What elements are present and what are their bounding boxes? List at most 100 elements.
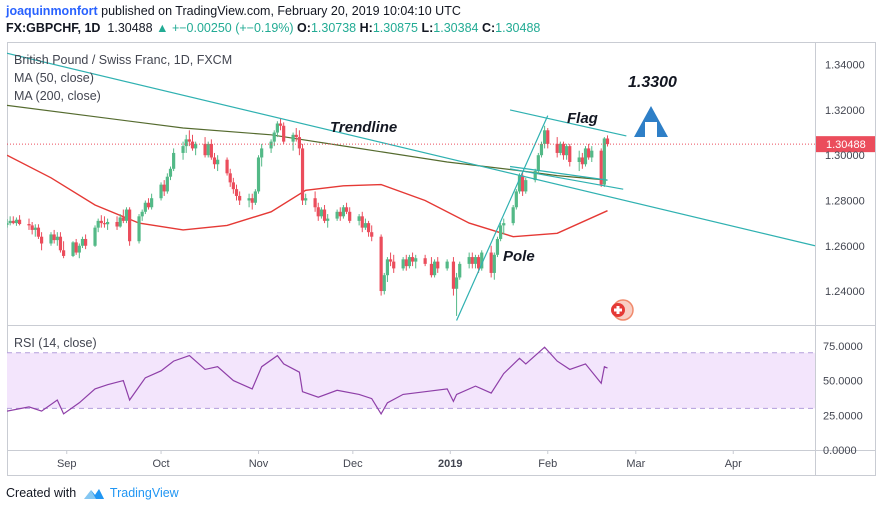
price-tick-label: 1.34000 [825,60,865,72]
price-tick-label: 1.26000 [825,241,865,253]
candle-body [297,137,301,149]
low-value: 1.30384 [433,21,479,35]
candle-body [140,211,144,217]
annotation-pole: Pole [503,248,535,265]
candle-body [300,148,305,201]
candle-body [216,159,220,165]
candle-body [533,171,537,181]
ohlc-line: FX:GBPCHF, 1D 1.30488 ▲ +−0.00250 (+−0.1… [6,20,876,37]
candle-body [159,184,163,199]
price-axis: 1.34000 1.32000 1.30000 1.28000 1.26000 1.240… [825,60,865,298]
symbol-label: FX:GBPCHF, 1D [6,21,101,35]
candle-body [407,257,412,267]
chart-border [7,42,876,476]
target-arrow-icon [634,106,668,137]
candle-body [80,238,85,246]
candle-body [404,259,408,267]
candle-body [467,257,471,264]
trendline-line [0,51,816,247]
candle-body [470,257,474,264]
ma50-line [6,154,608,238]
footer: Created with TradingView [6,486,179,500]
candle-body [168,168,173,177]
candle-body [71,242,75,256]
candle-body [414,258,418,262]
candle-body [480,252,484,269]
candle-body [473,257,478,264]
channel-lower-line [509,168,624,190]
candle-body [247,198,251,201]
candle-body [590,150,594,158]
candle-body [33,227,37,230]
candle-body [568,146,572,162]
candle-body [363,223,368,228]
publish-info: published on TradingView.com, February 2… [101,4,461,18]
candle-body [370,232,374,237]
candle-body [492,254,496,273]
publish-line: joaquinmonfort published on TradingView.… [6,3,876,20]
time-tick-label: Nov [249,458,269,470]
close-value: 1.30488 [495,21,541,35]
candle-body [580,157,584,165]
candle-body [410,257,415,262]
candle-body [275,123,279,133]
legend-ma200: MA (200, close) [14,89,101,103]
time-tick-label: Oct [152,458,169,470]
candle-body [558,143,562,153]
chart-svg[interactable]: 1.30488 1.34000 1.32000 1.30000 1.28000 1.26… [0,42,876,476]
candle-body [382,275,386,292]
candle-body [102,223,107,225]
candle-body [115,221,119,227]
candle-body [392,261,396,269]
change-arrow-icon: ▲ [156,21,169,35]
candle-body [429,263,434,276]
ma200-line [6,104,608,181]
candle-body [454,277,459,289]
rsi-path [6,346,608,416]
candle-body [253,191,257,203]
author-link[interactable]: joaquinmonfort [6,4,98,18]
candle-body [212,157,217,165]
price-tick-label: 1.30000 [825,150,865,162]
candle-body [55,236,59,241]
flag-bottom-line [509,165,608,181]
candle-body [326,218,330,221]
candle-body [74,242,78,253]
drawings [0,51,816,321]
candle-body [338,211,342,217]
close-label: C: [481,21,496,35]
price-change: +−0.00250 (+−0.19%) [171,21,294,35]
candle-body [203,143,207,156]
rsi-tick-label: 25.0000 [823,410,863,422]
candle-body [124,209,129,221]
annotation-flag: Flag [567,110,598,127]
candle-body [118,217,122,227]
tradingview-brand-link[interactable]: TradingView [109,486,179,500]
time-tick-label: Sep [57,458,77,470]
open-value: 1.30738 [310,21,357,35]
high-label: H: [359,21,373,35]
legend-title: British Pound / Swiss Franc, 1D, FXCM [14,53,232,67]
candle-body [225,159,229,174]
candle-body [184,139,188,147]
candle-body [269,141,273,149]
candle-body [194,143,198,149]
candle-body [294,134,298,138]
candle-body [190,141,195,149]
price-tick-label: 1.32000 [825,105,865,117]
candle-body [565,146,569,156]
legend-ma50: MA (50, close) [14,71,94,85]
ma200-path [6,104,608,181]
created-with-label: Created with [6,486,77,500]
time-tick-label: Feb [538,458,557,470]
candle-body [52,234,56,241]
candle-body [137,216,141,242]
candle-body [357,216,361,221]
candle-body [445,261,449,269]
candle-body [106,221,110,225]
high-value: 1.30875 [372,21,418,35]
time-tick-label: 2019 [438,458,462,470]
candle-body [511,207,515,224]
candle-body [256,157,261,192]
chart-frame[interactable]: 1.30488 1.34000 1.32000 1.30000 1.28000 1.26… [0,42,876,476]
